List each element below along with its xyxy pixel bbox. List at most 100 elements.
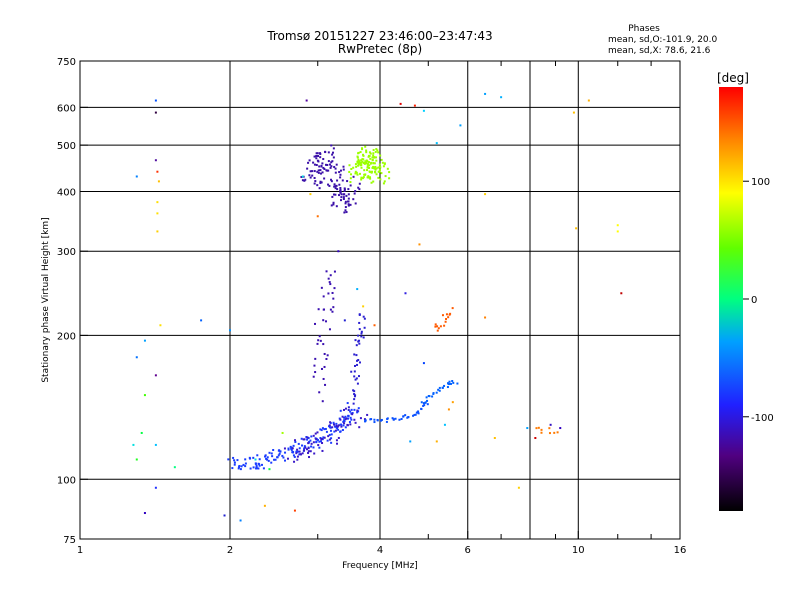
- data-point: [249, 467, 252, 470]
- data-point: [159, 324, 162, 327]
- data-point: [354, 170, 357, 173]
- y-axis-ticks: 75 100 200 300 400 500 600 750: [57, 57, 88, 546]
- data-point: [154, 486, 157, 489]
- data-point: [274, 458, 277, 461]
- data-point: [540, 431, 543, 434]
- data-point: [154, 374, 157, 377]
- data-point: [297, 450, 300, 453]
- grid-lines: [80, 61, 680, 539]
- data-point: [339, 173, 342, 176]
- data-point: [303, 438, 306, 441]
- data-point: [325, 270, 328, 273]
- data-point: [331, 426, 334, 429]
- data-point: [229, 329, 231, 332]
- data-point: [360, 335, 363, 338]
- data-point: [315, 438, 318, 441]
- data-point: [287, 447, 290, 450]
- data-point: [301, 179, 304, 182]
- data-point: [333, 430, 336, 433]
- data-point: [377, 166, 380, 169]
- y-tick-label: 500: [57, 141, 76, 152]
- data-point: [414, 413, 417, 416]
- data-point: [282, 456, 285, 459]
- data-point: [239, 519, 242, 522]
- data-point: [456, 382, 459, 385]
- data-point: [256, 454, 259, 457]
- data-point: [258, 463, 261, 466]
- data-point: [154, 443, 157, 446]
- data-point: [445, 313, 448, 316]
- data-point: [316, 170, 319, 173]
- data-point: [352, 175, 355, 178]
- data-point: [281, 454, 284, 457]
- data-point: [143, 394, 146, 397]
- data-point: [263, 504, 266, 507]
- data-point: [303, 445, 306, 448]
- data-point: [376, 149, 379, 152]
- data-point: [333, 423, 336, 426]
- data-point: [316, 215, 319, 218]
- data-point: [322, 158, 325, 161]
- data-point: [449, 312, 452, 315]
- data-point: [135, 458, 138, 461]
- data-point: [535, 427, 538, 430]
- data-point: [484, 92, 487, 95]
- data-point: [318, 335, 321, 338]
- data-point: [315, 157, 318, 160]
- data-point: [323, 436, 326, 439]
- data-point: [556, 431, 559, 434]
- x-tick-label: 6: [465, 545, 471, 556]
- data-point: [351, 413, 354, 416]
- data-point: [319, 339, 322, 342]
- data-point: [360, 178, 363, 181]
- data-point: [357, 164, 360, 167]
- data-point: [447, 382, 450, 385]
- data-point: [330, 433, 333, 436]
- data-point: [359, 162, 362, 165]
- data-point: [366, 166, 369, 169]
- x-tick-label: 16: [674, 545, 687, 556]
- data-point: [252, 466, 255, 469]
- data-point: [323, 167, 326, 170]
- data-point: [242, 463, 245, 466]
- data-point: [330, 180, 333, 183]
- data-point: [443, 423, 446, 426]
- data-point: [324, 163, 327, 166]
- data-point: [380, 158, 383, 161]
- data-point: [154, 111, 157, 114]
- data-point: [369, 157, 372, 160]
- data-point: [339, 418, 342, 421]
- data-point: [319, 436, 322, 439]
- data-point: [255, 465, 258, 468]
- data-point: [286, 457, 289, 460]
- data-point: [431, 395, 434, 398]
- data-point: [373, 418, 376, 421]
- data-point: [307, 450, 310, 453]
- data-point: [363, 326, 366, 329]
- data-point: [284, 451, 287, 454]
- data-point: [388, 177, 391, 180]
- phases-heading: Phases: [628, 24, 660, 34]
- data-point: [307, 442, 310, 445]
- data-point: [358, 313, 361, 316]
- data-point: [324, 151, 327, 154]
- data-point: [420, 408, 423, 411]
- data-point: [349, 423, 352, 426]
- data-point: [358, 339, 361, 342]
- data-point: [358, 328, 361, 331]
- data-point: [368, 151, 371, 154]
- data-point: [357, 407, 360, 410]
- data-point: [337, 250, 340, 253]
- data-point: [236, 459, 239, 462]
- data-point: [540, 428, 543, 431]
- data-point: [372, 166, 375, 169]
- data-point: [327, 292, 330, 295]
- data-point: [310, 445, 313, 448]
- data-point: [432, 392, 435, 395]
- data-point: [335, 439, 338, 442]
- data-point: [321, 162, 324, 165]
- minor-ticks: [317, 61, 652, 539]
- data-point: [311, 170, 314, 173]
- data-point: [293, 460, 296, 463]
